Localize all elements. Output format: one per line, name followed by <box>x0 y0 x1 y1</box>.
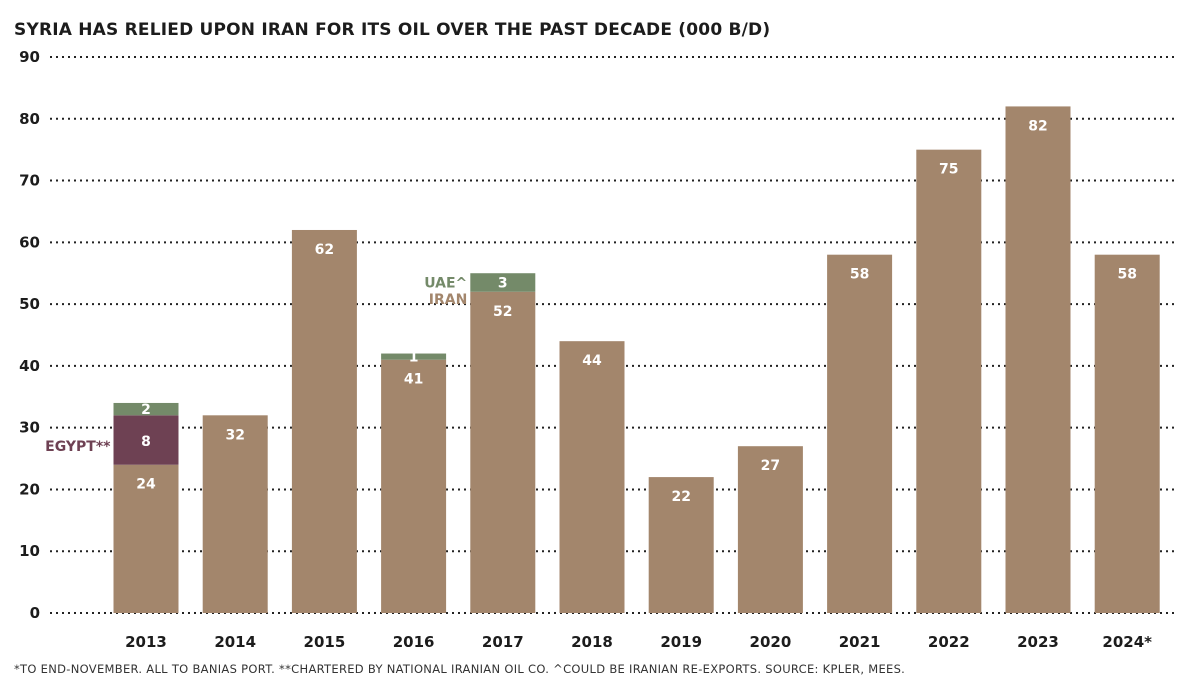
data-label-iran: 58 <box>850 267 869 283</box>
bar-iran-2023 <box>1005 106 1071 613</box>
bar-iran-2019 <box>648 477 714 613</box>
y-tick-label: 90 <box>19 48 40 66</box>
x-tick-label: 2018 <box>571 633 613 651</box>
x-tick-label: 2021 <box>839 633 881 651</box>
bar-iran-2020 <box>737 446 803 613</box>
x-tick-label: 2023 <box>1017 633 1059 651</box>
bar-iran-2014 <box>202 415 268 613</box>
x-tick-label: 2024* <box>1102 633 1152 651</box>
bar-iran-2018 <box>559 341 625 613</box>
data-label-iran: 41 <box>404 372 423 388</box>
data-label-uae: 3 <box>498 275 508 291</box>
series-annotations: EGYPT** UAE^IRAN <box>45 275 467 455</box>
y-tick-label: 20 <box>19 480 40 498</box>
x-tick-label: 2016 <box>393 633 435 651</box>
bar-iran-2016 <box>381 359 447 613</box>
y-axis-ticks: 0 10 20 30 40 50 60 70 80 90 <box>19 48 40 622</box>
bar-uae-2013 <box>113 402 179 416</box>
bar-iran-2022 <box>916 149 982 613</box>
bar-iran-2017 <box>470 291 536 613</box>
y-tick-label: 50 <box>19 295 40 313</box>
data-label-iran: 44 <box>582 353 602 369</box>
data-label-uae: 1 <box>409 350 419 366</box>
y-tick-label: 0 <box>30 604 40 622</box>
y-tick-label: 70 <box>19 172 40 190</box>
x-tick-label: 2015 <box>304 633 346 651</box>
chart-footnote: *TO END-NOVEMBER. ALL TO BANIAS PORT. **… <box>14 662 906 676</box>
data-label-iran: 75 <box>939 162 958 178</box>
y-tick-label: 40 <box>19 357 40 375</box>
annotation-iran: IRAN <box>429 292 468 308</box>
data-label-iran: 27 <box>761 458 780 474</box>
data-label-iran: 52 <box>493 304 512 320</box>
x-axis-ticks: 2013 2014 2015 2016 2017 2018 2019 2020 2021 2022… <box>125 633 1152 651</box>
chart-title: SYRIA HAS RELIED UPON IRAN FOR ITS OIL O… <box>14 20 771 40</box>
bar-iran-2024 <box>1094 254 1160 613</box>
data-label-iran: 62 <box>315 242 334 258</box>
data-label-uae: 2 <box>141 402 151 418</box>
y-tick-label: 10 <box>19 542 40 560</box>
annotation-egypt: EGYPT** <box>45 439 111 455</box>
bars <box>113 106 1160 613</box>
annotation-uae: UAE^ <box>424 275 467 291</box>
bar-iran-2015 <box>291 229 357 613</box>
y-tick-label: 30 <box>19 419 40 437</box>
y-tick-label: 60 <box>19 233 40 251</box>
x-tick-label: 2019 <box>660 633 702 651</box>
data-label-iran: 82 <box>1028 118 1047 134</box>
x-tick-label: 2017 <box>482 633 524 651</box>
bar-egypt-2013 <box>113 415 179 465</box>
data-label-iran: 24 <box>136 477 156 493</box>
data-label-egypt: 8 <box>141 434 151 450</box>
x-tick-label: 2020 <box>750 633 792 651</box>
x-tick-label: 2014 <box>214 633 256 651</box>
x-tick-label: 2022 <box>928 633 970 651</box>
y-tick-label: 80 <box>19 110 40 128</box>
bar-iran-2013 <box>113 464 179 613</box>
data-label-iran: 22 <box>671 489 690 505</box>
x-tick-label: 2013 <box>125 633 167 651</box>
bar-uae-2017 <box>470 273 536 292</box>
data-label-iran: 32 <box>225 427 244 443</box>
bar-uae-2016 <box>381 353 447 360</box>
data-label-iran: 58 <box>1117 267 1136 283</box>
bar-iran-2021 <box>827 254 893 613</box>
